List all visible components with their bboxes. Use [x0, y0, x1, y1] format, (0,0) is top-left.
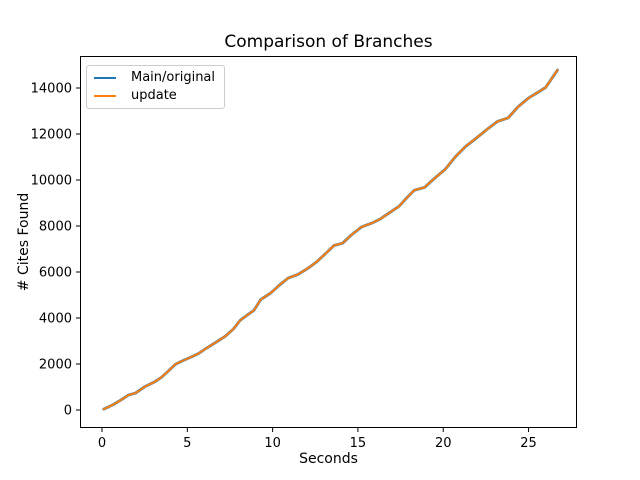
y-tick-label: 4000	[39, 311, 72, 326]
x-tick-label: 25	[520, 436, 537, 451]
series-line-main-original	[102, 68, 559, 411]
x-tick-label: 5	[183, 436, 191, 451]
y-tick-label: 0	[64, 403, 72, 418]
series-line-update	[102, 69, 559, 411]
y-tick-label: 8000	[39, 219, 72, 234]
legend: Main/original update	[86, 65, 225, 109]
x-tick-label: 20	[435, 436, 452, 451]
legend-line-swatch-main	[94, 77, 116, 79]
x-tick-label: 0	[98, 436, 106, 451]
chart-title: Comparison of Branches	[224, 32, 433, 52]
y-tick-label: 12000	[31, 127, 72, 142]
y-tick-label: 14000	[31, 81, 72, 96]
y-tick-label: 6000	[39, 265, 72, 280]
legend-item-main-original: Main/original	[94, 69, 218, 87]
x-tick-label: 15	[350, 436, 367, 451]
legend-label-update: update	[131, 88, 177, 103]
legend-label-main-original: Main/original	[131, 70, 216, 85]
legend-line-swatch-update	[94, 95, 116, 97]
y-tick-label: 10000	[31, 173, 72, 188]
axes-frame	[80, 56, 577, 428]
y-tick-label: 2000	[39, 357, 72, 372]
x-tick-label: 10	[264, 436, 281, 451]
legend-item-update: update	[94, 87, 218, 105]
x-axis-label: Seconds	[299, 451, 358, 467]
